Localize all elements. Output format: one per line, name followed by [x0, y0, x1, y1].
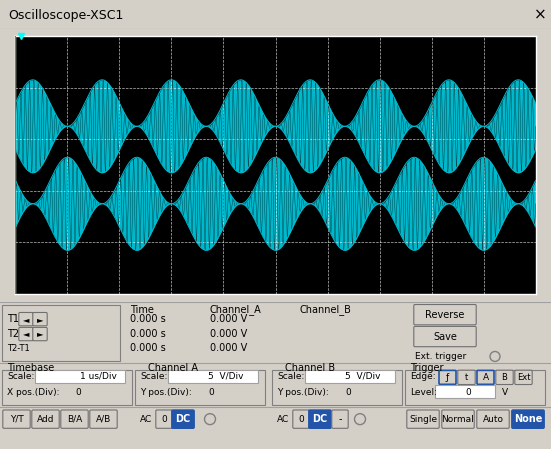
Text: t: t	[465, 373, 468, 382]
Bar	[272, 370, 402, 405]
Text: Add: Add	[37, 414, 54, 424]
Text: X pos.(Div):: X pos.(Div):	[7, 388, 60, 397]
Text: 0: 0	[465, 388, 471, 397]
Text: T2-T1: T2-T1	[7, 344, 30, 353]
Text: A/B: A/B	[96, 414, 111, 424]
FancyBboxPatch shape	[439, 370, 456, 384]
Text: Scale:: Scale:	[277, 372, 304, 381]
Text: Trigger: Trigger	[410, 363, 444, 374]
Bar	[435, 385, 495, 398]
Text: ►: ►	[37, 330, 43, 339]
Text: 1 us/Div: 1 us/Div	[80, 372, 117, 381]
Text: T1: T1	[7, 314, 19, 324]
Text: 0: 0	[75, 388, 81, 397]
Text: AC: AC	[277, 414, 289, 424]
Text: Single: Single	[409, 414, 437, 424]
Text: B: B	[501, 373, 507, 382]
FancyBboxPatch shape	[33, 327, 47, 341]
Text: 0: 0	[208, 388, 214, 397]
Bar	[2, 370, 132, 405]
Bar	[405, 370, 545, 405]
Text: Ext. trigger: Ext. trigger	[415, 352, 466, 361]
FancyBboxPatch shape	[458, 370, 475, 384]
Text: Level:: Level:	[410, 388, 437, 397]
Text: 0.000 s: 0.000 s	[130, 314, 166, 324]
Bar	[305, 370, 395, 383]
Text: 0: 0	[298, 414, 304, 424]
FancyBboxPatch shape	[477, 370, 494, 384]
FancyBboxPatch shape	[172, 410, 194, 428]
Text: 5  V/Div: 5 V/Div	[345, 372, 381, 381]
FancyBboxPatch shape	[512, 410, 544, 428]
Text: ►: ►	[37, 315, 43, 324]
Bar	[35, 370, 125, 383]
FancyBboxPatch shape	[515, 370, 532, 384]
Text: Y pos.(Div):: Y pos.(Div):	[140, 388, 192, 397]
FancyBboxPatch shape	[32, 410, 59, 428]
Text: T2: T2	[7, 329, 19, 339]
Text: Edge:: Edge:	[410, 372, 436, 381]
Bar	[135, 370, 265, 405]
FancyBboxPatch shape	[61, 410, 88, 428]
Text: Channel_A: Channel_A	[210, 304, 262, 315]
Text: ƒ: ƒ	[446, 373, 449, 382]
Text: 0: 0	[161, 414, 167, 424]
Text: V: V	[502, 388, 508, 397]
Text: ×: ×	[533, 8, 547, 22]
FancyBboxPatch shape	[90, 410, 117, 428]
Text: Channel B: Channel B	[285, 363, 335, 374]
FancyBboxPatch shape	[477, 410, 509, 428]
FancyBboxPatch shape	[332, 410, 348, 428]
Text: Timebase: Timebase	[7, 363, 54, 374]
FancyBboxPatch shape	[33, 313, 47, 326]
Text: Scale:: Scale:	[7, 372, 34, 381]
FancyBboxPatch shape	[293, 410, 309, 428]
FancyBboxPatch shape	[407, 410, 439, 428]
Text: DC: DC	[175, 414, 191, 424]
FancyBboxPatch shape	[156, 410, 172, 428]
Text: A: A	[483, 373, 489, 382]
Text: B/A: B/A	[67, 414, 82, 424]
Text: Channel A: Channel A	[148, 363, 198, 374]
Text: Auto: Auto	[483, 414, 504, 424]
FancyBboxPatch shape	[19, 327, 33, 341]
Text: ◄: ◄	[23, 330, 29, 339]
FancyBboxPatch shape	[414, 304, 476, 325]
Text: Y/T: Y/T	[9, 414, 23, 424]
Text: Y pos.(Div):: Y pos.(Div):	[277, 388, 329, 397]
Text: 0.000 s: 0.000 s	[130, 329, 166, 339]
Text: Channel_B: Channel_B	[300, 304, 352, 315]
FancyBboxPatch shape	[309, 410, 331, 428]
Text: 0: 0	[345, 388, 351, 397]
FancyBboxPatch shape	[442, 410, 474, 428]
Text: Scale:: Scale:	[140, 372, 168, 381]
Text: None: None	[514, 414, 542, 424]
Bar	[168, 370, 258, 383]
Text: AC: AC	[140, 414, 152, 424]
FancyBboxPatch shape	[3, 410, 30, 428]
Text: Reverse: Reverse	[425, 310, 464, 320]
Text: 0.000 V: 0.000 V	[210, 314, 247, 324]
Text: ◄: ◄	[23, 315, 29, 324]
FancyBboxPatch shape	[496, 370, 513, 384]
Text: 0.000 s: 0.000 s	[130, 343, 166, 353]
Text: Normal: Normal	[441, 414, 474, 424]
Text: 0.000 V: 0.000 V	[210, 343, 247, 353]
FancyBboxPatch shape	[19, 313, 33, 326]
Text: 5  V/Div: 5 V/Div	[208, 372, 244, 381]
Text: Time: Time	[130, 305, 154, 315]
Text: DC: DC	[312, 414, 328, 424]
Text: Oscilloscope-XSC1: Oscilloscope-XSC1	[8, 9, 123, 22]
Text: 0.000 V: 0.000 V	[210, 329, 247, 339]
Text: -: -	[338, 414, 342, 424]
Bar	[2, 305, 120, 361]
Text: Ext: Ext	[517, 373, 530, 382]
Text: Save: Save	[433, 331, 457, 342]
FancyBboxPatch shape	[414, 326, 476, 347]
